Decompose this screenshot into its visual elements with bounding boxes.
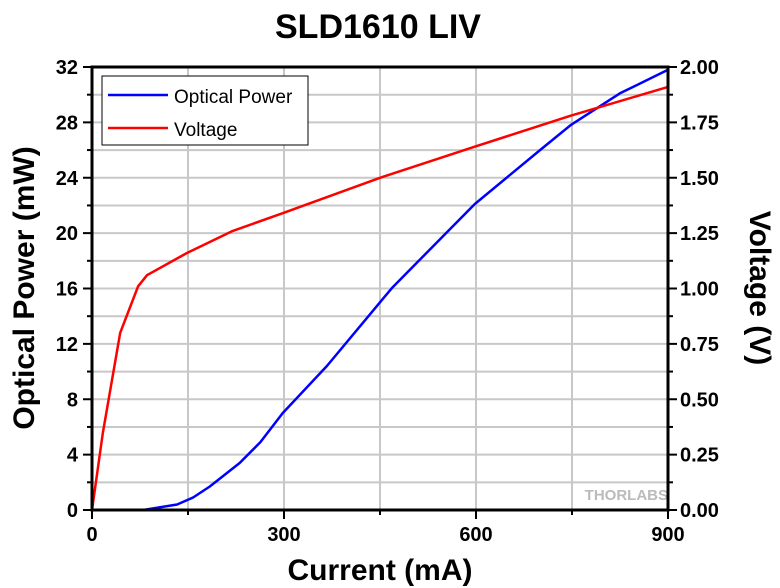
- y-tick-label: 16: [56, 279, 78, 301]
- y-tick-label: 4: [67, 445, 79, 467]
- x-tick-label: 600: [459, 524, 492, 546]
- y2-tick-label: 1.25: [680, 223, 719, 245]
- y-tick-label: 32: [56, 57, 78, 79]
- thorlabs-watermark: THORLABS: [585, 487, 668, 504]
- y-tick-label: 28: [56, 112, 78, 134]
- y2-axis-label: Voltage (V): [743, 211, 776, 365]
- y-tick-label: 12: [56, 334, 78, 356]
- y-axis-label: Optical Power (mW): [8, 146, 41, 429]
- y2-tick-label: 1.00: [680, 279, 719, 301]
- y-tick-label: 8: [67, 389, 78, 411]
- legend-label-voltage: Voltage: [174, 120, 237, 141]
- y2-tick-label: 2.00: [680, 57, 719, 79]
- x-tick-label: 900: [651, 524, 684, 546]
- y2-tick-label: 0.00: [680, 500, 719, 522]
- y2-tick-label: 1.75: [680, 112, 719, 134]
- x-tick-label: 300: [267, 524, 300, 546]
- series-line-optical-power: [142, 68, 669, 512]
- y2-tick-label: 0.50: [680, 389, 719, 411]
- series-line-voltage: [90, 85, 669, 511]
- y-tick-label: 0: [67, 500, 78, 522]
- y2-tick-label: 0.75: [680, 334, 719, 356]
- y2-tick-label: 0.25: [680, 445, 719, 467]
- legend-box: [101, 75, 309, 146]
- x-tick-label: 0: [86, 524, 97, 546]
- y-tick-label: 20: [56, 223, 78, 245]
- chart-title: SLD1610 LIV: [275, 8, 481, 46]
- legend-label-optical-power: Optical Power: [174, 87, 293, 108]
- x-axis-label: Current (mA): [288, 554, 473, 587]
- legend: Optical Power Voltage: [101, 75, 309, 146]
- y2-tick-label: 1.50: [680, 168, 719, 190]
- y-tick-label: 24: [56, 168, 79, 190]
